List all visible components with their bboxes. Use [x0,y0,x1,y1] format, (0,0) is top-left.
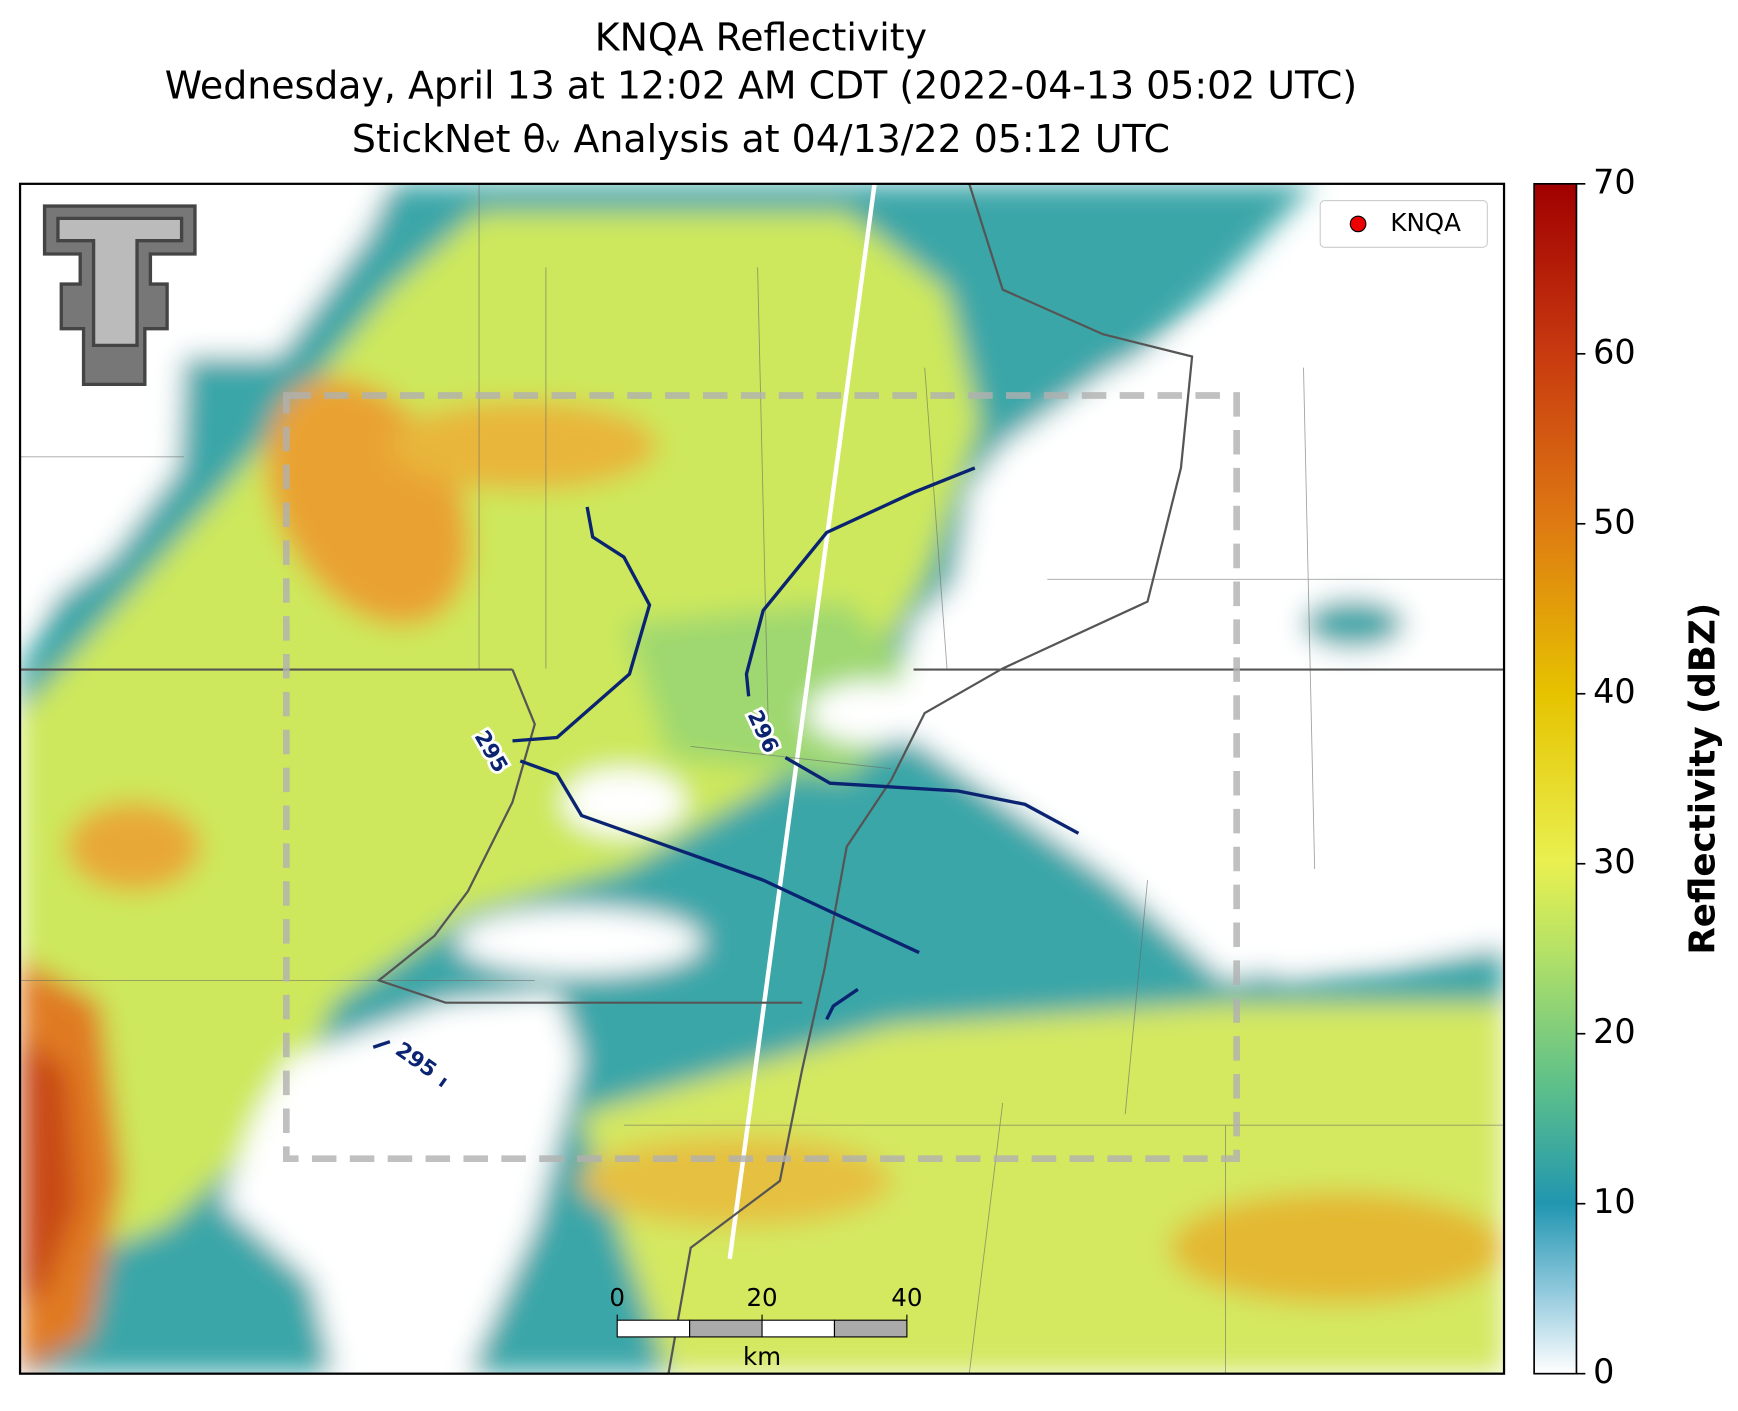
colorbar-tick-label: 20 [1593,1012,1636,1051]
isentrope [784,756,1080,835]
reflectivity [20,183,1505,1374]
isentrope [744,466,976,697]
legend-box [1319,199,1488,248]
radar-marker [1349,215,1367,233]
scale-segment [833,1319,908,1338]
isentrope [512,506,652,743]
scale-segment [761,1319,836,1338]
colorbar-tick-label: 0 [1593,1352,1614,1391]
county-lines [20,183,1505,1374]
title-line: StickNet θᵥ Analysis at 04/13/22 05:12 U… [352,117,1170,161]
logo [42,204,197,387]
colorbar-tick-label: 10 [1593,1182,1636,1221]
title-line: KNQA Reflectivity [595,16,927,60]
scale-segment [616,1319,691,1338]
colorbar-ramp [1533,182,1578,1375]
map-frame [18,182,1506,1375]
radial-gap [727,183,877,1260]
scale-tick-label: 40 [891,1283,922,1312]
legend: KNQA [1319,199,1488,248]
colorbar-label: Reflectivity (dBZ) [1683,603,1724,955]
colorbar-tick-label: 50 [1593,502,1636,541]
title-line: Wednesday, April 13 at 12:02 AM CDT (202… [165,64,1357,108]
colorbar-tick-label: 60 [1593,332,1636,371]
isentrope [519,759,920,955]
isentrope [372,987,859,1088]
scale-segment [689,1319,763,1338]
scale-unit: km [743,1342,781,1371]
scale-bar: 0 20 40 km [609,1283,922,1371]
state-borders [20,183,1505,1374]
analysis-domain [282,392,1240,1162]
colorbar-tick-label: 40 [1593,672,1636,711]
colorbar: Reflectivity (dBZ) 0 10 20 30 40 50 60 70 [1533,162,1724,1391]
scale-tick-label: 0 [609,1283,625,1312]
scale-tick-label: 20 [746,1283,777,1312]
colorbar-tick-label: 30 [1593,842,1636,881]
legend-label: KNQA [1390,208,1461,237]
colorbar-tick-label: 70 [1593,162,1636,201]
